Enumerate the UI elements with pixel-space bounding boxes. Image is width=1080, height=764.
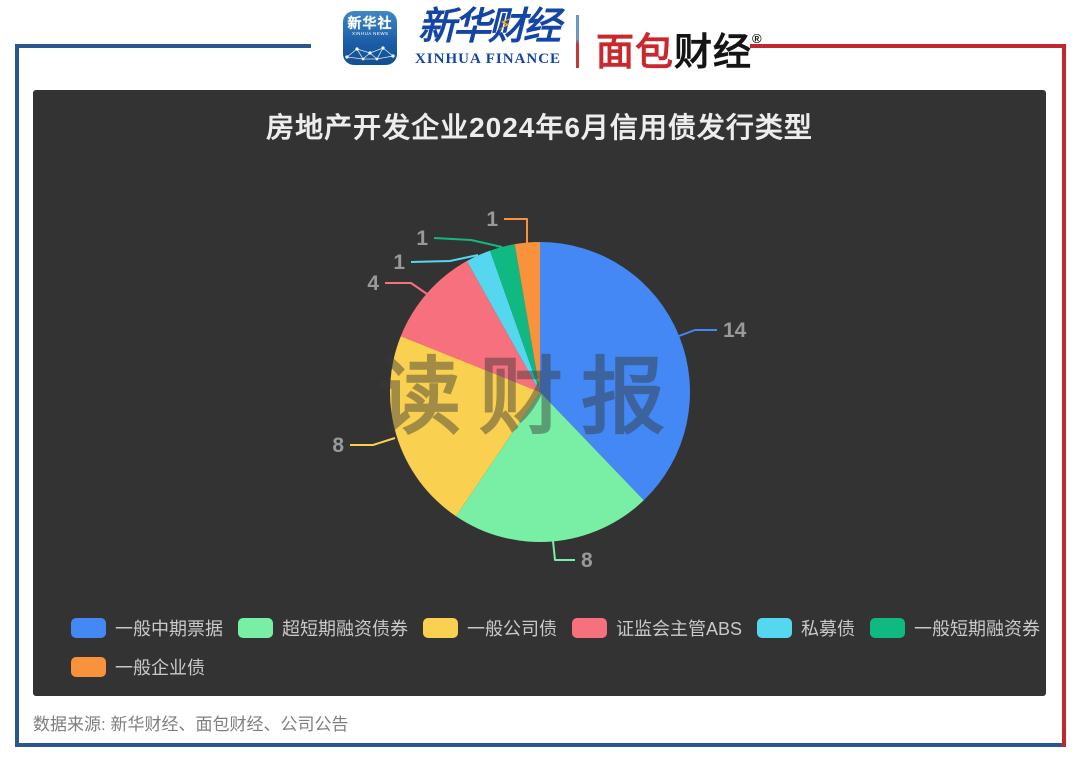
legend-item-4: 证监会主管ABS: [572, 615, 742, 641]
bread-finance-cn-red: 面包: [596, 32, 675, 74]
legend-label-6: 一般短期融资券: [914, 619, 1041, 639]
value-label-7: 1: [486, 208, 498, 231]
legend-item-2: 超短期融资债券: [238, 615, 408, 641]
legend-item-1: 一般中期票据: [71, 615, 223, 641]
watermark-text: 读财报: [377, 350, 683, 444]
legend-swatch-6: [870, 618, 906, 638]
pie-slice-5: [466, 250, 540, 392]
callout-line-5: [410, 254, 479, 263]
legend-swatch-4: [572, 618, 607, 638]
pie-slice-2: [456, 392, 644, 543]
legend-label-5: 私募债: [801, 619, 856, 639]
network-constellation-icon: [345, 46, 395, 61]
legend-swatch-3: [423, 618, 458, 638]
bread-finance-cn-dark: 财经: [674, 32, 753, 74]
xinhua-news-app-icon: 新华社 XINHUA NEWS: [343, 11, 397, 65]
value-label-6: 1: [416, 227, 428, 250]
legend-swatch-5: [757, 618, 793, 638]
value-label-3: 8: [332, 434, 344, 457]
bread-finance-logo: 面包财经®: [596, 14, 763, 78]
header-separator: [576, 15, 579, 68]
data-source-text: 数据来源: 新华财经、面包财经、公司公告: [33, 715, 349, 734]
legend-swatch-2: [238, 618, 273, 638]
callout-line-6: [433, 237, 503, 248]
frame-top-blue-line: [15, 44, 311, 48]
legend-label-4: 证监会主管ABS: [616, 619, 743, 639]
legend-item-5: 私募债: [757, 615, 855, 641]
frame-left-blue-line: [15, 44, 19, 747]
legend-swatch-7: [71, 657, 106, 677]
chart-title: 房地产开发企业2024年6月信用债发行类型: [266, 112, 813, 143]
xinhua-news-icon-en-text: XINHUA NEWS: [351, 31, 389, 37]
xinhua-finance-en-text: XINHUA FINANCE: [414, 51, 562, 67]
legend-item-7: 一般企业债: [71, 654, 205, 680]
value-label-1: 14: [723, 319, 747, 342]
xinhua-news-icon-cn-text: 新华社: [347, 15, 393, 31]
chart-legend: 一般中期票据 超短期融资债券 一般公司债 证监会主管ABS 私募债 一般短期融资券一般企业…: [71, 615, 1051, 680]
pie-slice-4: [400, 261, 540, 392]
chart-panel: 房地产开发企业2024年6月信用债发行类型 读财报 14 8 8 4 1 1 1 一般中期票据…: [33, 90, 1046, 696]
legend-swatch-1: [71, 618, 106, 638]
legend-label-3: 一般公司债: [467, 619, 557, 639]
callout-line-7: [504, 218, 528, 243]
callout-line-2: [552, 540, 575, 561]
xinhua-finance-cn-text: 新华财经: [417, 6, 561, 48]
frame-bottom-blue-line: [15, 743, 1062, 747]
value-label-2: 8: [581, 549, 593, 572]
legend-label-7: 一般企业债: [115, 658, 205, 678]
legend-item-3: 一般公司债: [423, 615, 557, 641]
value-label-4: 4: [367, 272, 379, 295]
callout-line-3: [350, 437, 396, 446]
pie-slice-7: [514, 242, 540, 392]
value-label-5: 1: [393, 251, 405, 274]
xinhua-finance-logo: 新华财经 XINHUA FINANCE: [404, 4, 572, 68]
callout-line-4: [385, 282, 428, 295]
callout-line-1: [678, 329, 717, 337]
frame-top-red-line: [750, 44, 1066, 48]
registered-trademark-icon: ®: [752, 31, 763, 46]
pie-slice-3: [390, 336, 540, 517]
legend-label-1: 一般中期票据: [115, 619, 223, 639]
frame-right-red-line: [1062, 44, 1066, 747]
legend-item-6: 一般短期融资券: [870, 615, 1040, 641]
legend-label-2: 超短期融资债券: [282, 619, 408, 639]
pie-slice-1: [540, 242, 690, 501]
pie-slice-6: [490, 244, 540, 392]
